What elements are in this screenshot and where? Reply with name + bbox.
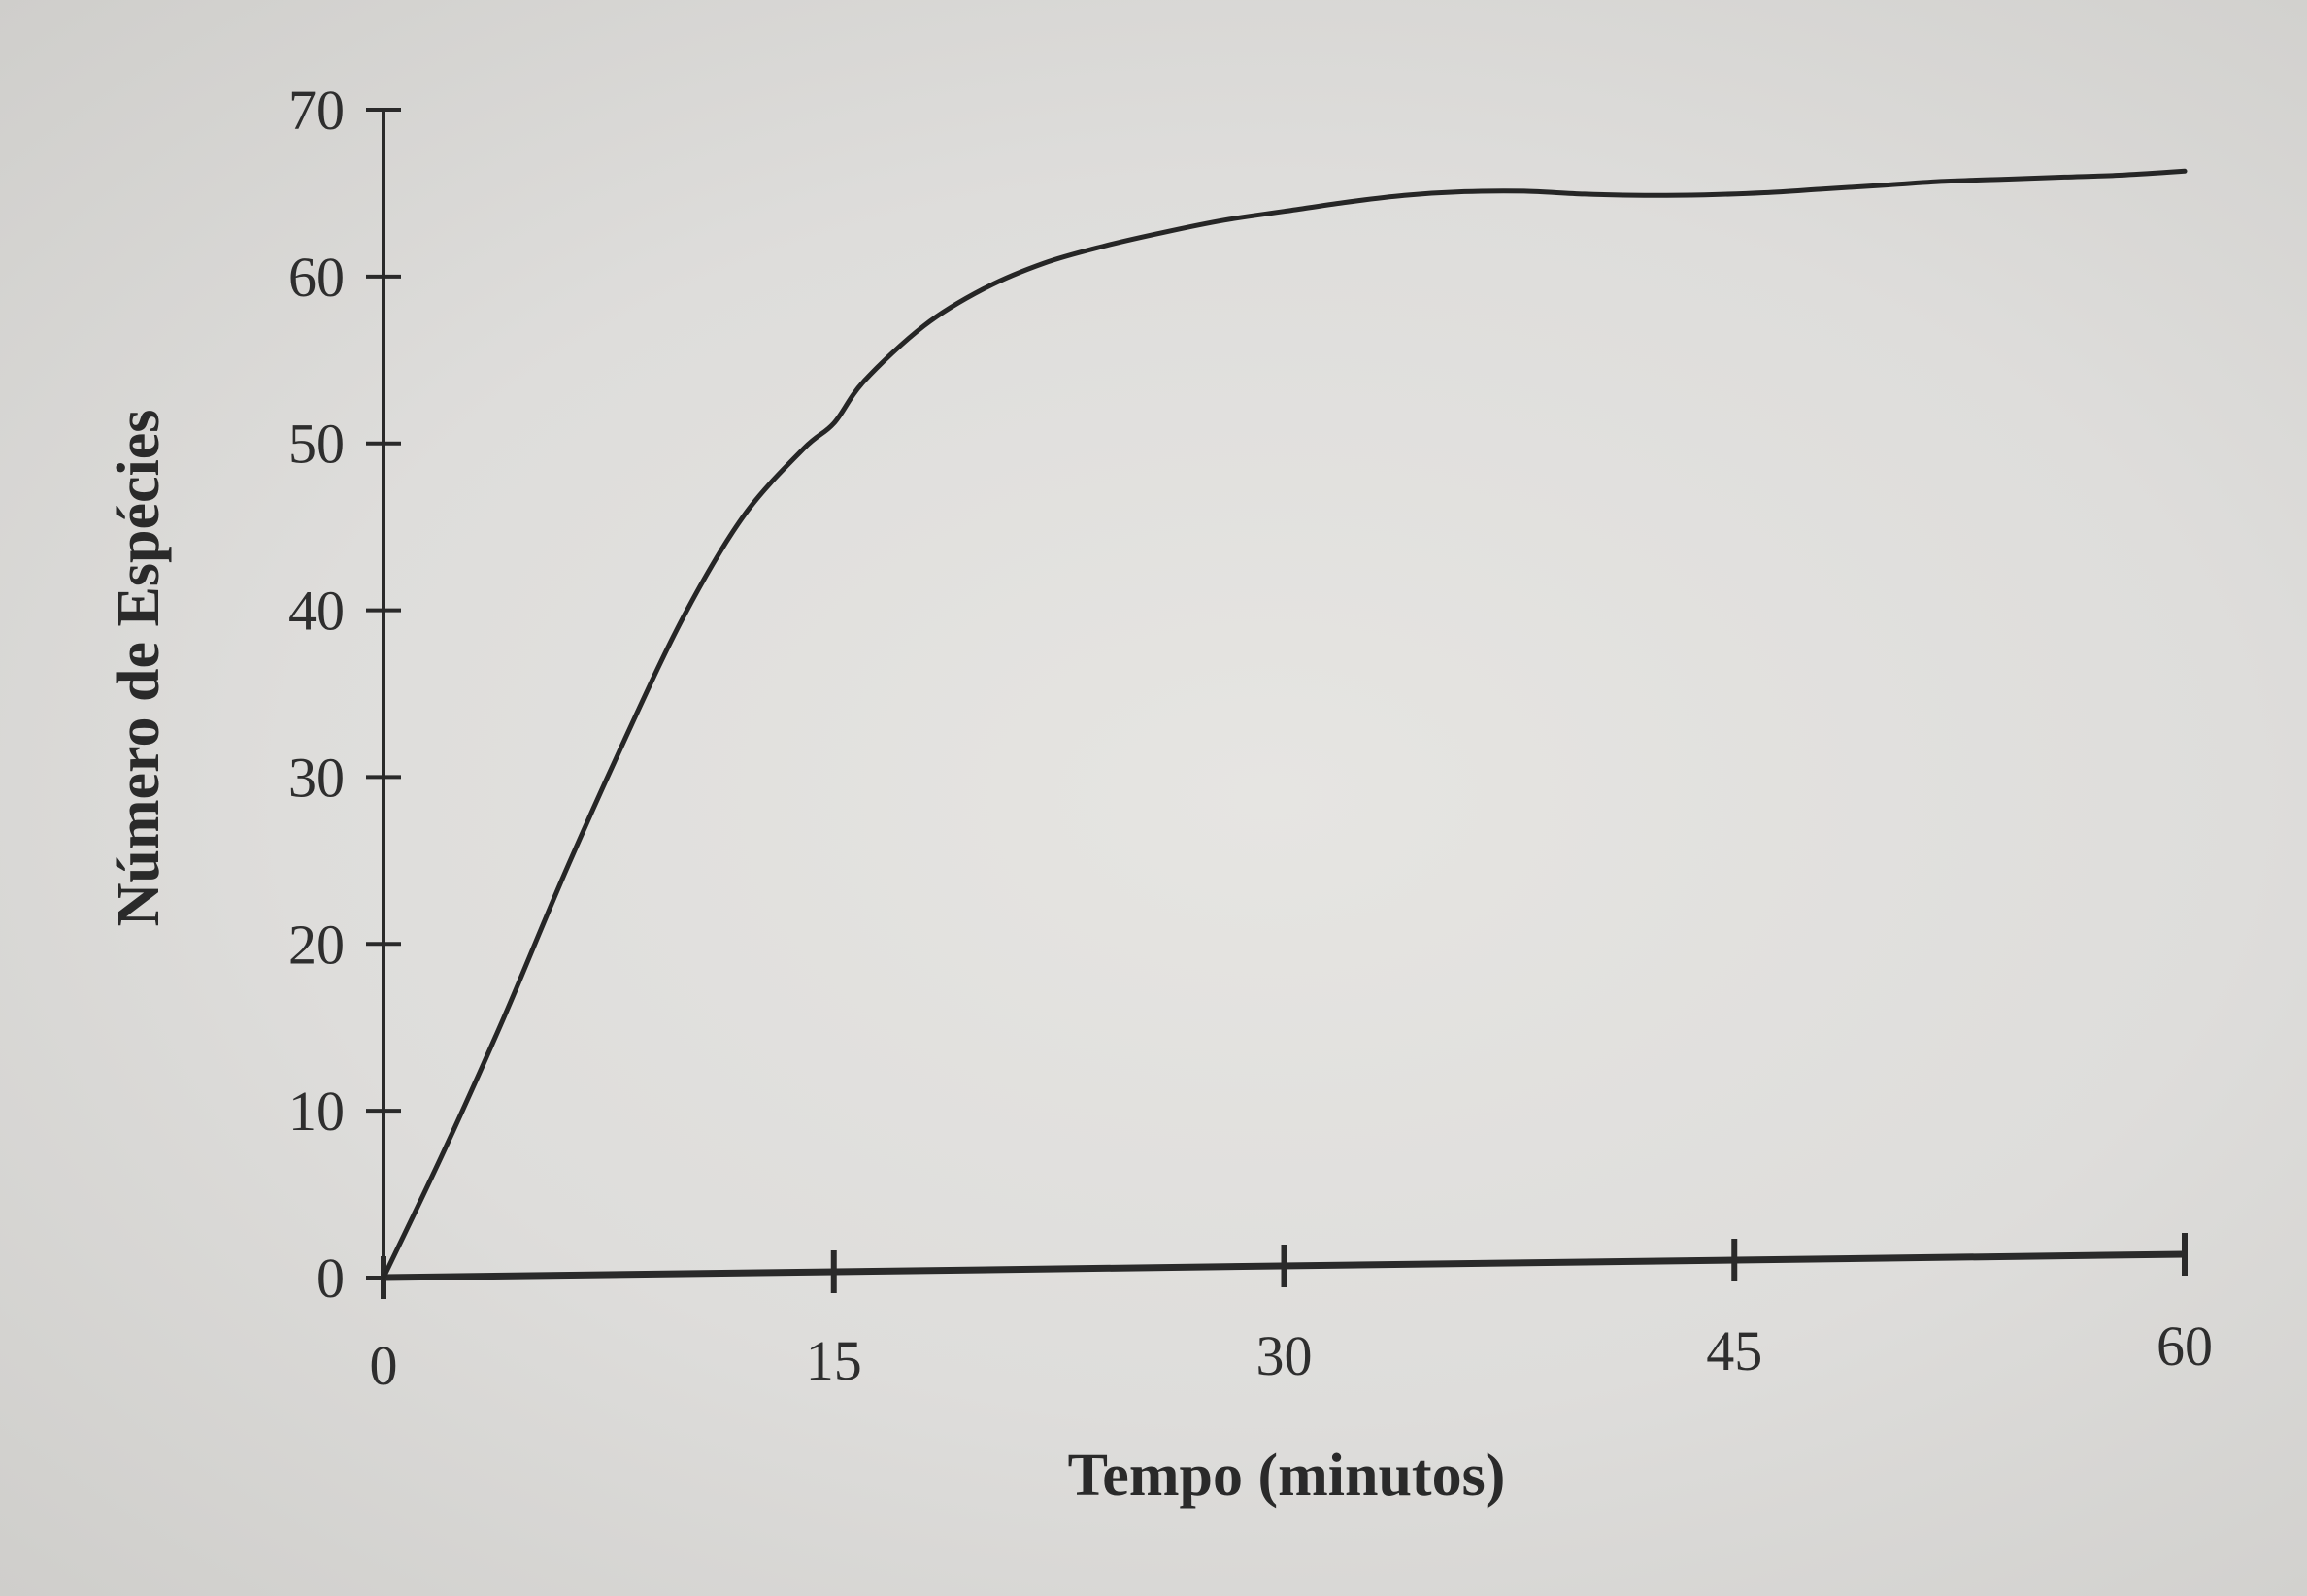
y-axis-title: Número de Espécies: [106, 410, 172, 927]
y-tick-label: 30: [288, 746, 345, 809]
y-axis: 0 10 20 30 40 50 60 70: [288, 79, 401, 1310]
x-tick-label: 0: [370, 1334, 398, 1397]
x-tick-label: 60: [2157, 1314, 2213, 1378]
x-tick-label: 30: [1256, 1324, 1313, 1387]
x-tick-label: 15: [806, 1329, 862, 1392]
y-tick-label: 20: [288, 913, 345, 976]
y-tick-label: 50: [288, 413, 345, 476]
y-tick-label: 0: [317, 1247, 345, 1310]
y-tick-label: 40: [288, 580, 345, 643]
x-tick-label: 45: [1706, 1319, 1762, 1382]
x-axis: 0 15 30 45 60: [370, 1233, 2213, 1397]
y-tick-label: 60: [288, 246, 345, 309]
y-tick-label: 70: [288, 79, 345, 142]
x-axis-title: Tempo (minutos): [1068, 1443, 1506, 1509]
y-tick-label: 10: [288, 1080, 345, 1143]
series-line: [381, 168, 2188, 1280]
